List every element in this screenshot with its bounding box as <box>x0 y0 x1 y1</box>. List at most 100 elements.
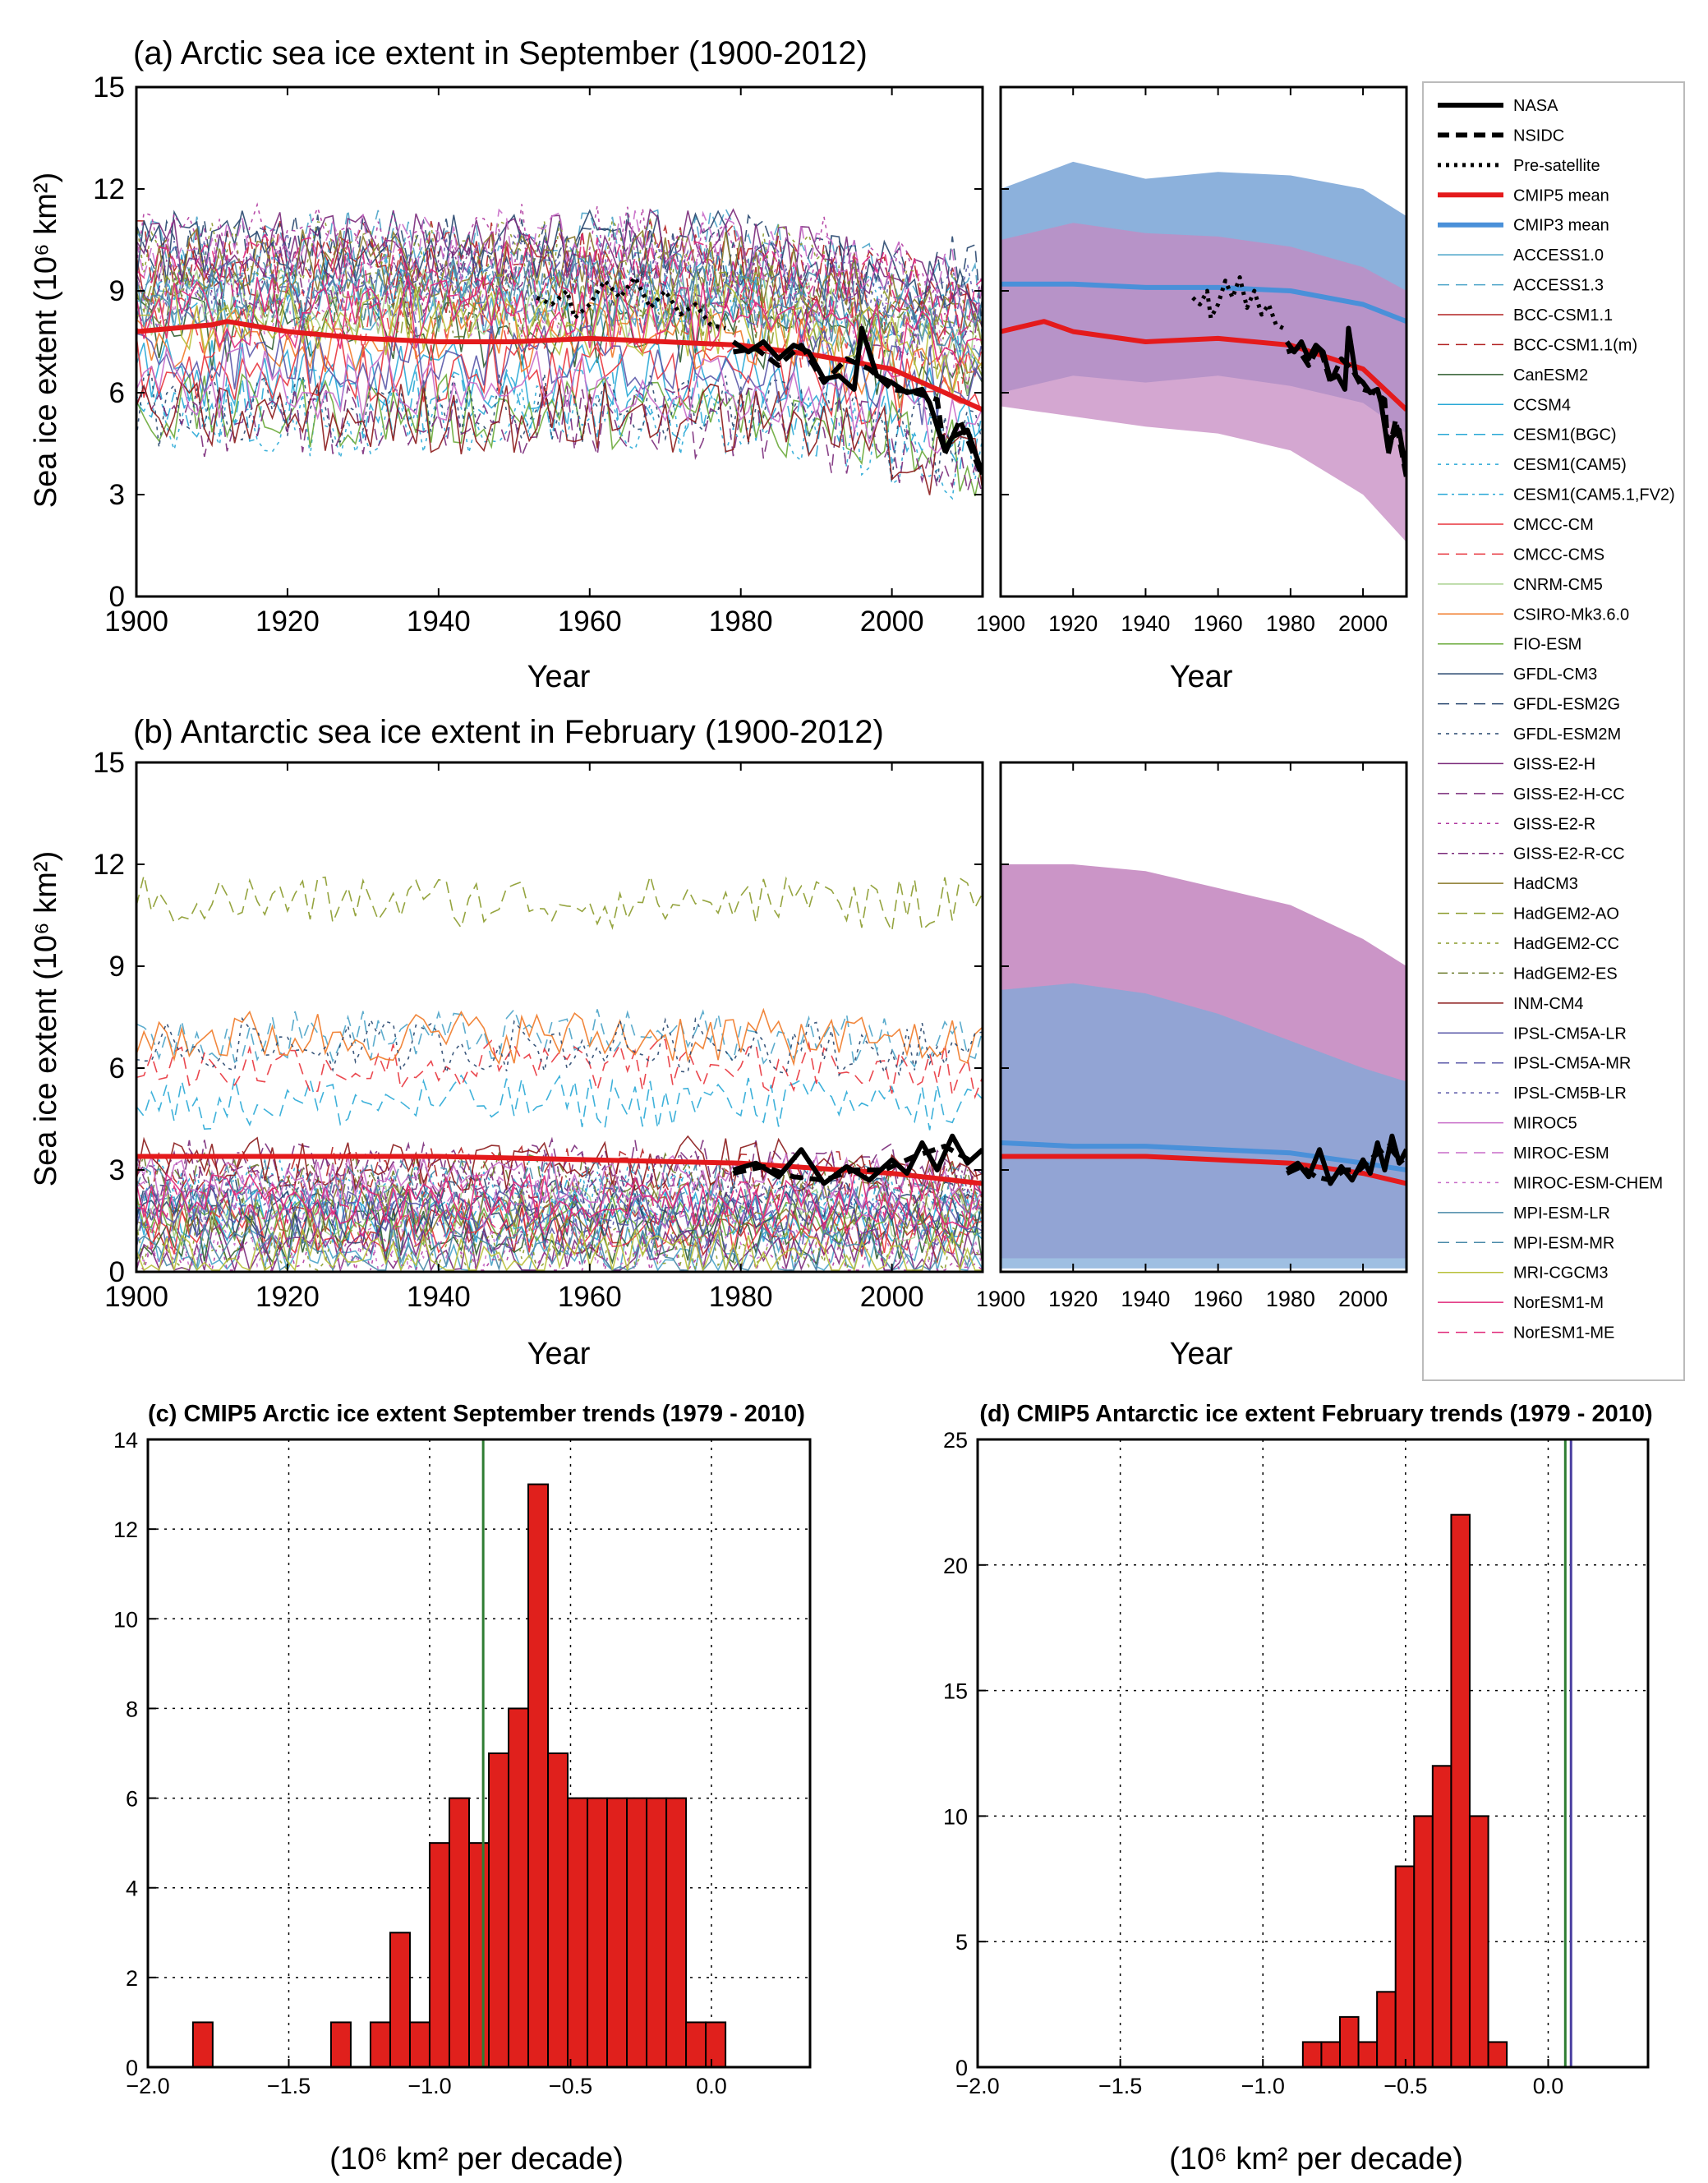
x-tick-label: 1920 <box>1048 611 1098 636</box>
histogram-bar <box>408 2021 430 2068</box>
y-tick-label: 12 <box>93 173 125 205</box>
x-tick-label: 2000 <box>860 1281 924 1313</box>
x-tick-label: 2000 <box>1338 611 1388 636</box>
model-line-miroc5 <box>136 344 983 454</box>
y-tick-label: 0 <box>955 2056 968 2080</box>
x-tick-label: 1980 <box>709 1281 773 1313</box>
model-line-gfdl-esm2m <box>136 1016 983 1077</box>
model-line-noresm1-m <box>136 1172 983 1230</box>
legend-label-ipsl-cm5b-lr: IPSL-CM5B-LR <box>1513 1085 1627 1103</box>
x-tick-label: 1940 <box>1121 1287 1170 1311</box>
model-line-giss-e2-h <box>136 208 983 324</box>
panel-c: (c) CMIP5 Arctic ice extent September tr… <box>113 1401 812 2176</box>
legend-label-inm-cm4: INM-CM4 <box>1513 995 1584 1013</box>
x-tick-label: −1.0 <box>407 2074 451 2098</box>
panel-b: (b) Antarctic sea ice extent in February… <box>29 714 1408 1371</box>
y-tick-label: 2 <box>126 1966 138 1991</box>
y-tick-label: 0 <box>126 2056 138 2080</box>
legend-label-cmcc-cm: CMCC-CM <box>1513 516 1594 534</box>
legend-label-cmcc-cms: CMCC-CMS <box>1513 546 1604 564</box>
histogram-bar <box>527 1483 550 2068</box>
histogram-bar <box>448 1797 470 2069</box>
legend-label-noresm1-m: NorESM1-M <box>1513 1294 1604 1312</box>
histogram-bar <box>1357 2041 1379 2068</box>
panel-b-main-plot: 1900 1920 1940 1960 1980 2000 0 3 6 9 12 15 <box>93 747 984 1313</box>
x-tick-label: −0.5 <box>1383 2074 1427 2098</box>
model-line-ipsl-cm5b-lr <box>136 233 983 343</box>
legend-label-gfdl-esm2m: GFDL-ESM2M <box>1513 725 1621 744</box>
legend-label-nsidc: NSIDC <box>1513 127 1564 145</box>
y-tick-label: 9 <box>109 951 125 983</box>
y-tick-label: 12 <box>113 1518 138 1542</box>
legend-label-cesm1-cam5: CESM1(CAM5) <box>1513 456 1627 474</box>
model-line-access1-3 <box>136 1008 983 1068</box>
x-tick-label: 1940 <box>407 1281 471 1313</box>
histogram-bar <box>1468 1815 1489 2068</box>
legend-label-cnrm-cm5: CNRM-CM5 <box>1513 576 1603 594</box>
legend-label-giss-e2-r-cc: GISS-E2-R-CC <box>1513 845 1625 864</box>
x-tick-label: 1900 <box>104 1281 168 1313</box>
x-tick-label: 1980 <box>709 606 773 638</box>
model-line-fio-esm <box>136 373 983 497</box>
model-line-inm-cm4 <box>136 380 983 495</box>
histogram-bar <box>606 1797 628 2069</box>
x-tick-label: −2.0 <box>955 2074 999 2098</box>
histogram-bar <box>685 2021 707 2068</box>
x-tick-label: 1980 <box>1266 611 1315 636</box>
legend-label-gfdl-cm3: GFDL-CM3 <box>1513 665 1597 684</box>
histogram-bar <box>369 2021 391 2068</box>
model-line-hadgem2-ao <box>136 873 983 934</box>
model-line-mpi-esm-mr <box>136 1158 983 1219</box>
legend-label-cesm1-cam5-1-fv2: CESM1(CAM5.1,FV2) <box>1513 486 1675 504</box>
plot-frame <box>976 1438 1650 2069</box>
plot-frame <box>999 761 1408 1273</box>
model-line-ipsl-cm5a-lr <box>136 320 983 426</box>
legend-label-access1-3: ACCESS1.3 <box>1513 277 1604 295</box>
model-line-miroc-esm <box>136 208 983 325</box>
histogram-bar <box>1320 2041 1341 2068</box>
y-tick-label: 0 <box>109 581 125 613</box>
model-line-mpi-esm-lr <box>136 1222 983 1272</box>
y-tick-label: 3 <box>109 1154 125 1186</box>
x-tick-label: 2000 <box>860 606 924 638</box>
model-line-cesm1-cam5 <box>136 385 983 500</box>
histogram-bar <box>467 1842 490 2068</box>
histogram-bar <box>1301 2041 1323 2068</box>
model-line-gfdl-esm2g <box>136 212 983 335</box>
model-line-ccsm4 <box>136 336 983 453</box>
legend-label-giss-e2-r: GISS-E2-R <box>1513 815 1595 833</box>
histogram-bar <box>665 1797 688 2069</box>
panel-d-title: (d) CMIP5 Antarctic ice extent February … <box>979 1401 1652 1427</box>
legend-label-cmip3-mean: CMIP3 mean <box>1513 217 1609 235</box>
model-line-ccsm4 <box>136 1188 983 1246</box>
histogram-bar <box>428 1842 450 2068</box>
pre-satellite-line <box>536 275 726 330</box>
legend-label-giss-e2-h: GISS-E2-H <box>1513 755 1595 773</box>
x-tick-label: −1.0 <box>1241 2074 1285 2098</box>
model-line-noresm1-me <box>136 233 983 335</box>
cmip5-range-band <box>1001 223 1406 542</box>
x-tick-label: −1.5 <box>1098 2074 1142 2098</box>
histogram-bar <box>626 1797 648 2069</box>
y-tick-label: 3 <box>109 479 125 511</box>
panel-c-title: (c) CMIP5 Arctic ice extent September tr… <box>148 1401 805 1427</box>
legend-label-csiro-mk3-6-0: CSIRO-Mk3.6.0 <box>1513 606 1629 624</box>
model-line-hadgem2-cc <box>136 1219 983 1272</box>
legend-label-giss-e2-h-cc: GISS-E2-H-CC <box>1513 785 1625 804</box>
y-tick-label: 6 <box>109 1052 125 1085</box>
model-line-mpi-esm-lr <box>136 255 983 356</box>
y-tick-label: 15 <box>93 71 125 104</box>
panel-b-title: (b) Antarctic sea ice extent in February… <box>133 714 884 750</box>
panel-d-histogram: −2.0 −1.5 −1.0 −0.5 0.0 0 5 10 15 20 25 <box>943 1428 1650 2098</box>
x-tick-label: −1.5 <box>267 2074 311 2098</box>
legend-label-pre-satellite: Pre-satellite <box>1513 157 1600 175</box>
x-tick-label: −2.0 <box>126 2074 169 2098</box>
model-line-mri-cgcm3 <box>136 1227 983 1272</box>
histogram-bar <box>1394 1865 1416 2069</box>
model-line-giss-e2-h-cc <box>136 381 983 496</box>
panel-d-xlabel: (10⁶ km² per decade) <box>1169 2142 1463 2176</box>
panel-c-histogram: −2.0 −1.5 −1.0 −0.5 0.0 0 2 4 6 8 10 12 14 <box>113 1428 812 2098</box>
y-tick-label: 9 <box>109 275 125 307</box>
histogram-bar <box>567 1797 589 2069</box>
model-line-cnrm-cm5 <box>136 268 983 396</box>
